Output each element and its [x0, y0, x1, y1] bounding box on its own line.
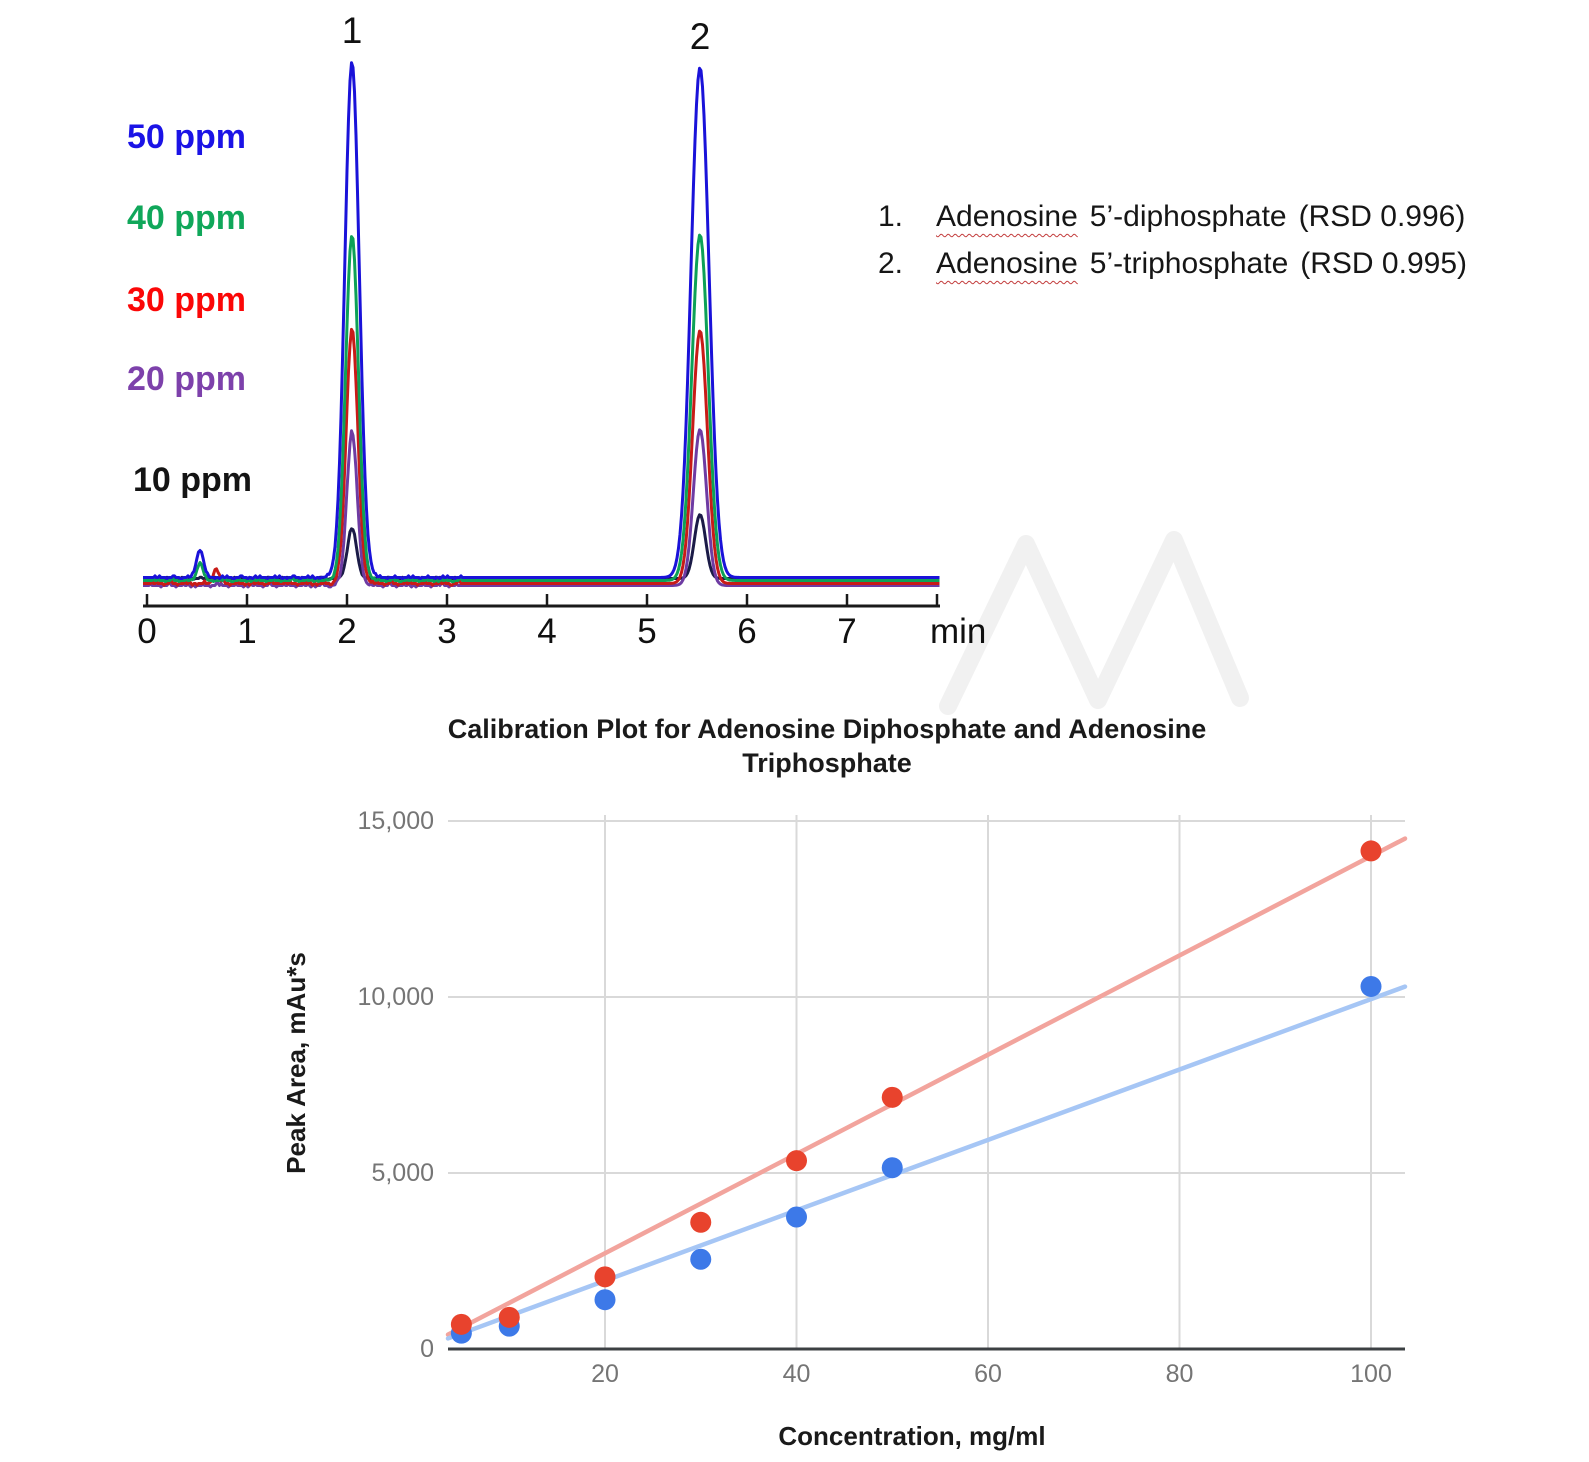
scatter-point-red-series — [498, 1306, 520, 1328]
calibration-x-tick-label: 100 — [1350, 1360, 1392, 1388]
scatter-point-red-series — [786, 1150, 807, 1172]
chromatogram-label-layer: 0 1 2 3 4 5 6 7 min 50 ppm 40 ppm 30 ppm 20 ppm 10 pp… — [0, 0, 1589, 700]
scatter-point-blue-series — [690, 1248, 712, 1270]
calibration-y-tick-label: 0 — [420, 1335, 434, 1363]
calibration-x-axis-title: Concentration, mg/ml — [778, 1421, 1046, 1451]
legend-compound-rest: 5’-diphosphate — [1089, 200, 1287, 233]
chromatogram-tick-label: 2 — [337, 612, 357, 651]
legend-compound-word: Adenosine — [936, 200, 1078, 233]
peak-number-2: 2 — [689, 16, 711, 57]
calibration-plot — [445, 815, 1408, 1351]
scatter-point-red-series — [881, 1086, 903, 1108]
chromatogram-plot — [143, 61, 1249, 715]
chromatogram-tick-label: 7 — [837, 612, 857, 651]
chromatogram-trace-40-ppm — [143, 233, 940, 584]
concentration-label-40-ppm: 40 ppm — [127, 199, 247, 237]
scatter-point-red-series — [690, 1211, 712, 1233]
legend-number: 2. — [878, 247, 904, 280]
chromatogram-trace-50-ppm — [143, 61, 940, 580]
legend-item-1: 1. Adenosine 5’-diphosphate (RSD 0.996) — [878, 200, 1467, 234]
chromatogram-axis-unit: min — [930, 612, 987, 651]
calibration-y-tick-label: 15,000 — [357, 807, 434, 835]
legend-compound-rest: 5’-triphosphate — [1089, 247, 1289, 280]
concentration-label-10-ppm: 10 ppm — [133, 461, 253, 499]
chromatogram-tick-label: 3 — [437, 612, 457, 651]
calibration-x-tick-label: 40 — [782, 1360, 811, 1388]
chromatogram-trace-30-ppm — [143, 327, 940, 587]
concentration-label-20-ppm: 20 ppm — [127, 360, 247, 398]
scatter-point-blue-series — [881, 1157, 903, 1179]
calibration-y-axis-title: Peak Area, mAu*s — [281, 952, 311, 1174]
scatter-point-red-series — [1360, 840, 1382, 862]
legend-rsd: (RSD 0.996) — [1298, 200, 1466, 233]
chromatogram-tick-label: 6 — [737, 612, 757, 651]
chromatogram-trace-20-ppm — [143, 428, 940, 589]
scatter-point-red-series — [594, 1266, 616, 1288]
trendline-red-series — [445, 836, 1408, 1337]
chromatogram-tick-label: 4 — [537, 612, 557, 651]
calibration-y-tick-label: 5,000 — [371, 1159, 434, 1187]
scatter-point-blue-series — [594, 1289, 616, 1311]
calibration-chart-title: Calibration Plot for Adenosine Diphospha… — [447, 714, 1207, 778]
legend-rsd: (RSD 0.995) — [1300, 247, 1467, 280]
peak-legend: 1. Adenosine 5’-diphosphate (RSD 0.996) … — [878, 200, 1467, 294]
calibration-y-tick-label: 10,000 — [357, 983, 434, 1011]
chromatogram-tick-label: 5 — [637, 612, 657, 651]
chromatogram-tick-label: 1 — [237, 612, 257, 651]
scatter-point-red-series — [450, 1313, 472, 1335]
chromatogram-tick-label: 0 — [137, 612, 157, 651]
legend-compound-word: Adenosine — [936, 247, 1078, 280]
peak-number-1: 1 — [341, 10, 363, 51]
scatter-point-blue-series — [786, 1206, 807, 1228]
legend-number: 1. — [878, 200, 904, 233]
calibration-x-tick-label: 80 — [1165, 1360, 1194, 1388]
legend-item-2: 2. Adenosine 5’-triphosphate (RSD 0.995) — [878, 247, 1467, 281]
concentration-label-30-ppm: 30 ppm — [127, 281, 247, 319]
scatter-point-blue-series — [1360, 975, 1382, 997]
calibration-x-tick-label: 60 — [974, 1360, 1002, 1388]
concentration-label-50-ppm: 50 ppm — [127, 118, 247, 156]
calibration-x-tick-label: 20 — [591, 1360, 619, 1388]
watermark — [939, 531, 1249, 715]
